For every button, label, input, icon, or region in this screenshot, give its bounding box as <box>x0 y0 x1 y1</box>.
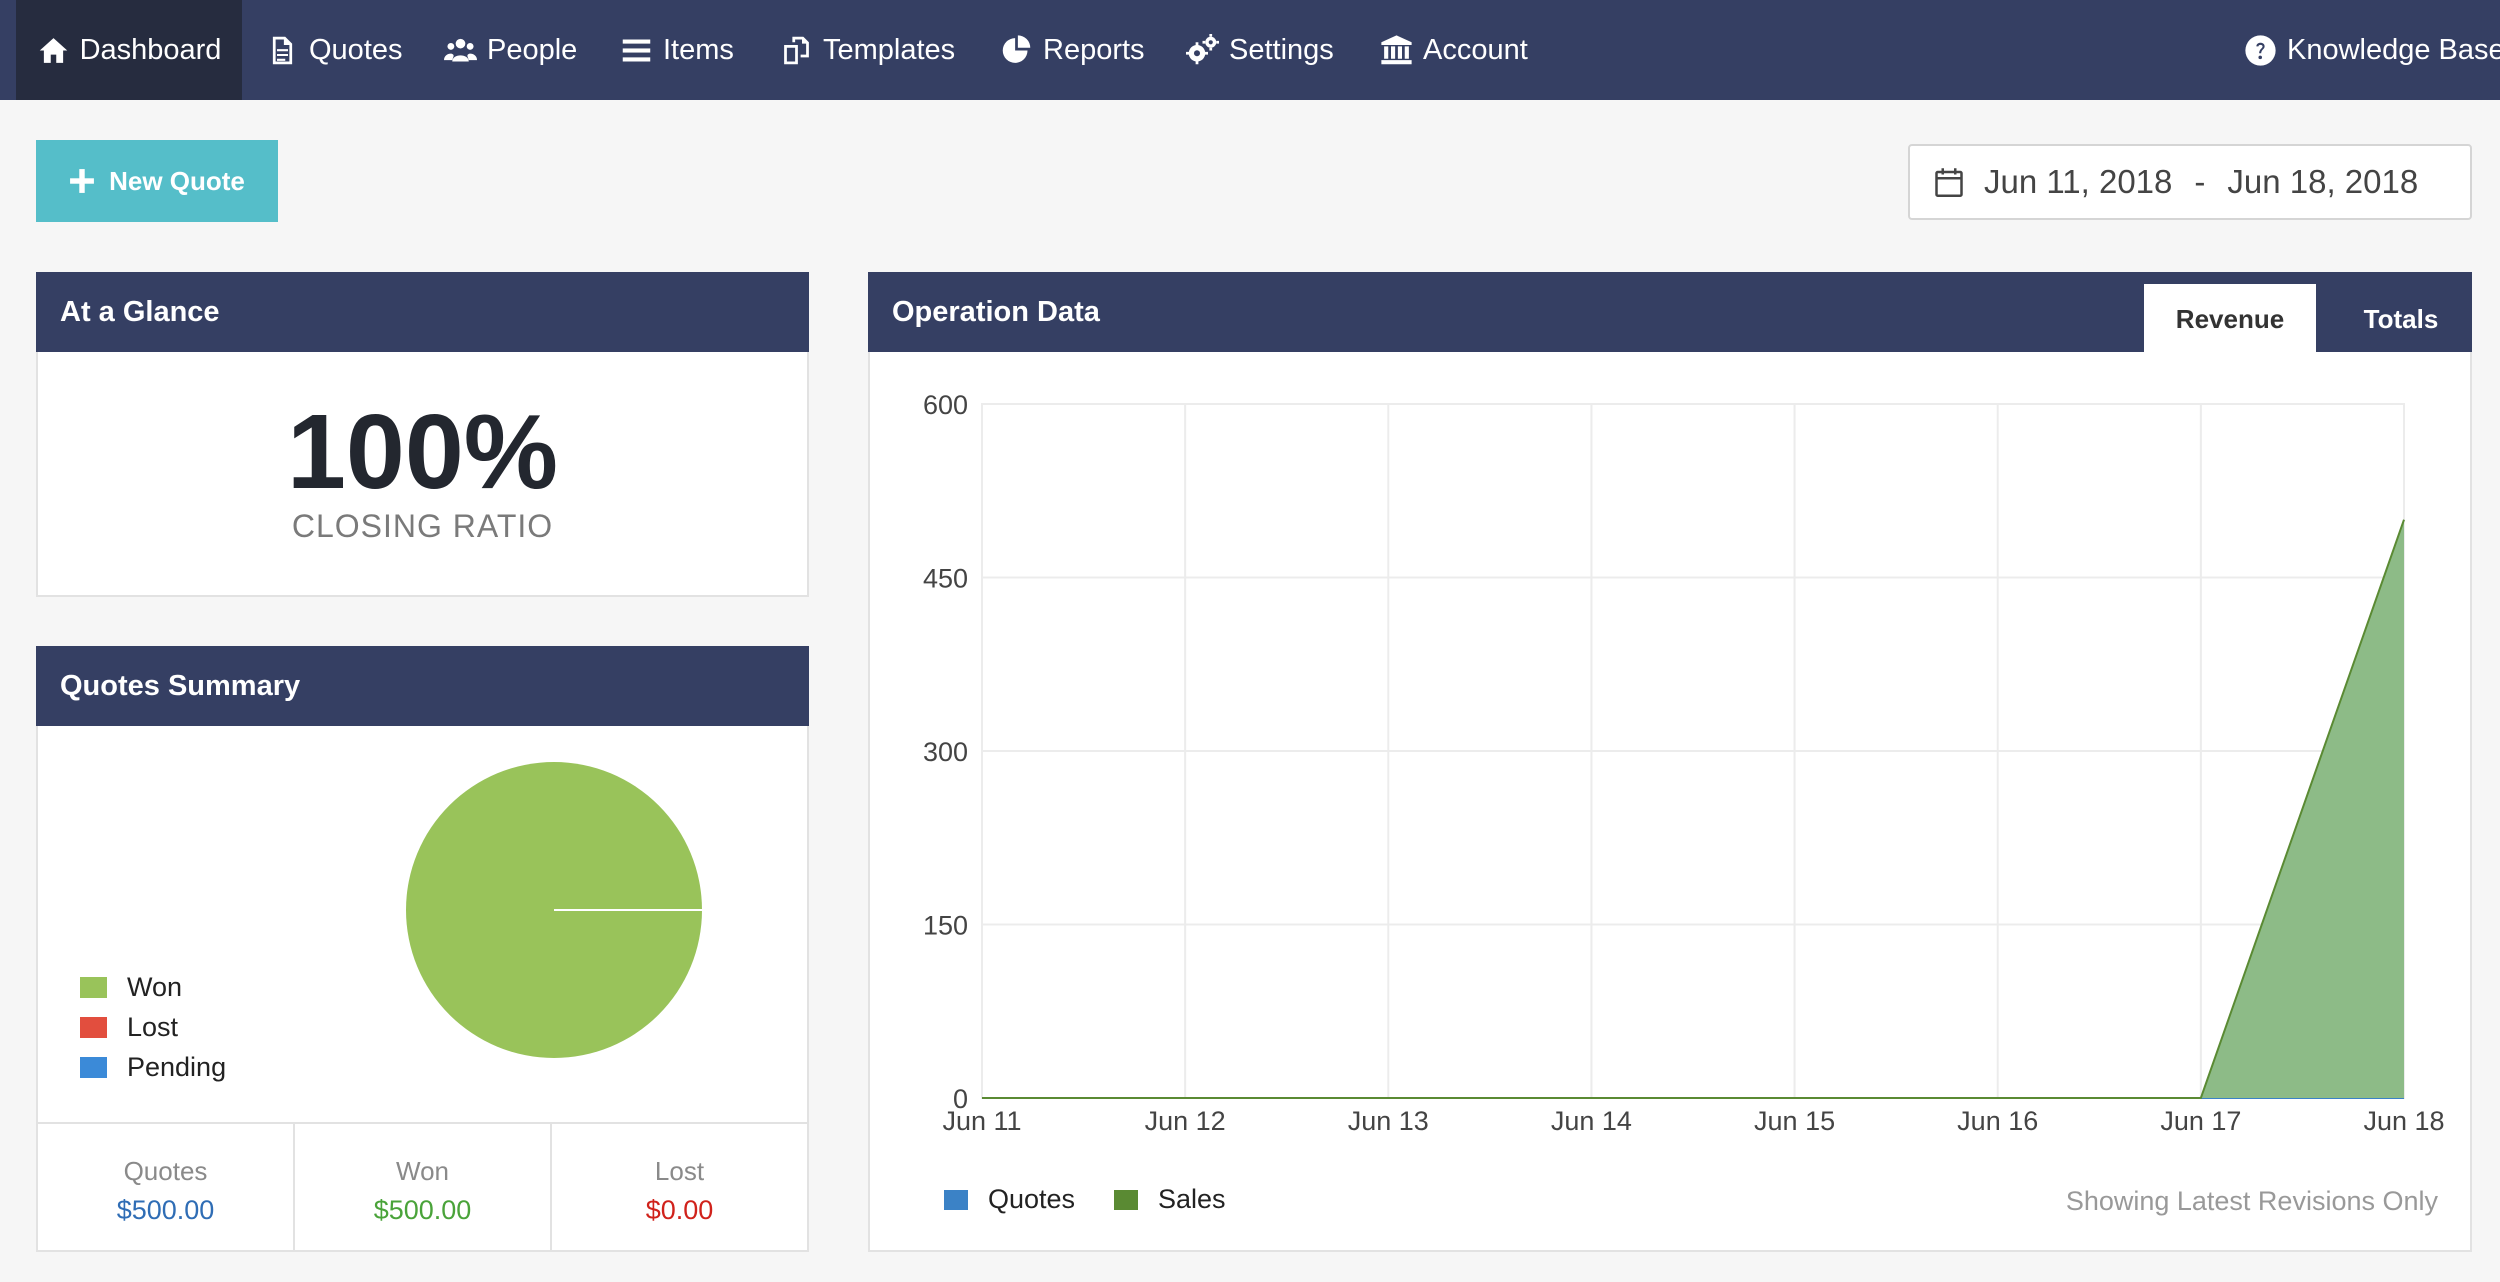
nav-label: Quotes <box>309 33 403 66</box>
y-tick-label: 150 <box>923 911 968 941</box>
series-line-sales <box>982 519 2405 1099</box>
quotes-summary-panel: Quotes Summary Won Lost Pending Quotes $… <box>36 646 809 1252</box>
y-tick-label: 600 <box>923 390 968 420</box>
summary-cell-won: Won $500.00 <box>295 1124 552 1250</box>
date-range-end: Jun 18, 2018 <box>2227 163 2419 200</box>
tab-totals[interactable]: Totals <box>2363 303 2439 334</box>
legend-label: Won <box>127 972 183 1002</box>
templates-icon <box>784 36 809 64</box>
calendar-icon <box>1935 168 1963 197</box>
legend-swatch-pending <box>80 1057 107 1078</box>
nav-label: Reports <box>1043 33 1145 66</box>
nav-item-items[interactable]: Items <box>620 0 734 100</box>
legend-label: Lost <box>127 1012 179 1042</box>
x-tick-label: Jun 11 <box>942 1106 1021 1134</box>
nav-item-account[interactable]: Account <box>1380 0 1528 100</box>
at-a-glance-panel: At a Glance 100% CLOSING RATIO <box>36 272 809 597</box>
legend-swatch-lost <box>80 1017 107 1038</box>
question-circle-icon <box>2245 34 2276 66</box>
quotes-summary-title: Quotes Summary <box>36 646 809 726</box>
nav-label: People <box>487 33 578 66</box>
new-quote-button[interactable]: New Quote <box>36 140 278 222</box>
home-icon <box>39 37 67 63</box>
summary-totals: Quotes $500.00 Won $500.00 Lost $0.00 <box>38 1122 807 1250</box>
summary-label: Won <box>396 1156 449 1186</box>
chart-legend-sales: Sales <box>1114 1184 1226 1215</box>
x-tick-label: Jun 13 <box>1348 1106 1429 1134</box>
summary-cell-quotes: Quotes $500.00 <box>38 1124 295 1250</box>
operation-area-chart: 0 150 300 450 600 Jun 11 Jun 12 Jun 13 Jun 14 Jun… <box>923 390 2445 1134</box>
plus-icon <box>70 169 95 193</box>
x-tick-label: Jun 18 <box>2363 1106 2444 1134</box>
date-range-separator: - <box>2194 163 2206 200</box>
document-icon <box>272 36 293 64</box>
x-tick-label: Jun 17 <box>2160 1106 2241 1134</box>
nav-item-templates[interactable]: Templates <box>780 0 955 100</box>
legend-swatch-won <box>80 977 107 998</box>
date-range-picker[interactable]: Jun 11, 2018 - Jun 18, 2018 <box>1908 144 2472 220</box>
legend-item-won: Won <box>80 972 182 1003</box>
legend-swatch-quotes <box>944 1189 968 1210</box>
nav-item-quotes[interactable]: Quotes <box>266 0 403 100</box>
closing-ratio-value: 100% <box>286 393 559 511</box>
nav-label: Items <box>663 33 734 66</box>
summary-label: Quotes <box>123 1156 208 1186</box>
summary-cell-lost: Lost $0.00 <box>552 1124 807 1250</box>
nav-label: Dashboard <box>79 33 222 66</box>
legend-item-pending: Pending <box>80 1052 226 1083</box>
x-tick-label: Jun 14 <box>1551 1106 1632 1134</box>
at-a-glance-title: At a Glance <box>36 272 809 352</box>
date-range-start: Jun 11, 2018 <box>1984 163 2173 200</box>
nav-item-settings[interactable]: Settings <box>1186 0 1334 100</box>
y-tick-label: 300 <box>923 737 968 767</box>
summary-value-won: $500.00 <box>373 1195 472 1225</box>
closing-ratio-label: CLOSING RATIO <box>291 508 554 544</box>
nav-label: Settings <box>1229 33 1334 66</box>
legend-label: Quotes <box>988 1184 1076 1214</box>
x-tick-label: Jun 12 <box>1145 1106 1226 1134</box>
x-tick-label: Jun 15 <box>1754 1106 1835 1134</box>
nav-label: Account <box>1423 33 1528 66</box>
x-tick-label: Jun 16 <box>1957 1106 2038 1134</box>
nav-label: Templates <box>823 33 956 66</box>
tab-revenue[interactable]: Revenue <box>2144 284 2316 354</box>
top-nav: Dashboard Quotes People Items Templates … <box>0 0 2500 100</box>
new-quote-label: New Quote <box>109 165 245 196</box>
nav-label: Knowledge Base <box>2287 33 2500 66</box>
legend-item-lost: Lost <box>80 1012 178 1043</box>
nav-item-people[interactable]: People <box>444 0 577 100</box>
legend-label: Pending <box>127 1052 227 1082</box>
y-tick-label: 450 <box>923 564 968 594</box>
quotes-pie-chart <box>406 762 702 1058</box>
series-area-sales <box>982 519 2404 1098</box>
gears-icon <box>1186 33 1219 64</box>
nav-item-knowledge-base[interactable]: Knowledge Base <box>2244 0 2500 100</box>
pie-chart-icon <box>1002 34 1031 63</box>
nav-item-reports[interactable]: Reports <box>1000 0 1145 100</box>
list-icon <box>622 39 651 61</box>
bank-icon <box>1381 34 1412 64</box>
nav-item-dashboard[interactable]: Dashboard <box>16 0 242 100</box>
summary-value-lost: $0.00 <box>645 1195 714 1225</box>
legend-swatch-sales <box>1114 1189 1138 1210</box>
summary-label: Lost <box>654 1156 705 1186</box>
people-icon <box>444 38 477 61</box>
operation-data-title: Operation Data <box>892 295 1100 328</box>
revisions-footnote: Showing Latest Revisions Only <box>2065 1186 2438 1216</box>
summary-value-quotes: $500.00 <box>116 1195 215 1225</box>
y-tick-label: 0 <box>953 1084 968 1114</box>
legend-label: Sales <box>1158 1184 1226 1214</box>
operation-data-panel: Operation Data Revenue Totals 0 150 300 450… <box>868 272 2472 1252</box>
chart-legend-quotes: Quotes <box>944 1184 1075 1215</box>
